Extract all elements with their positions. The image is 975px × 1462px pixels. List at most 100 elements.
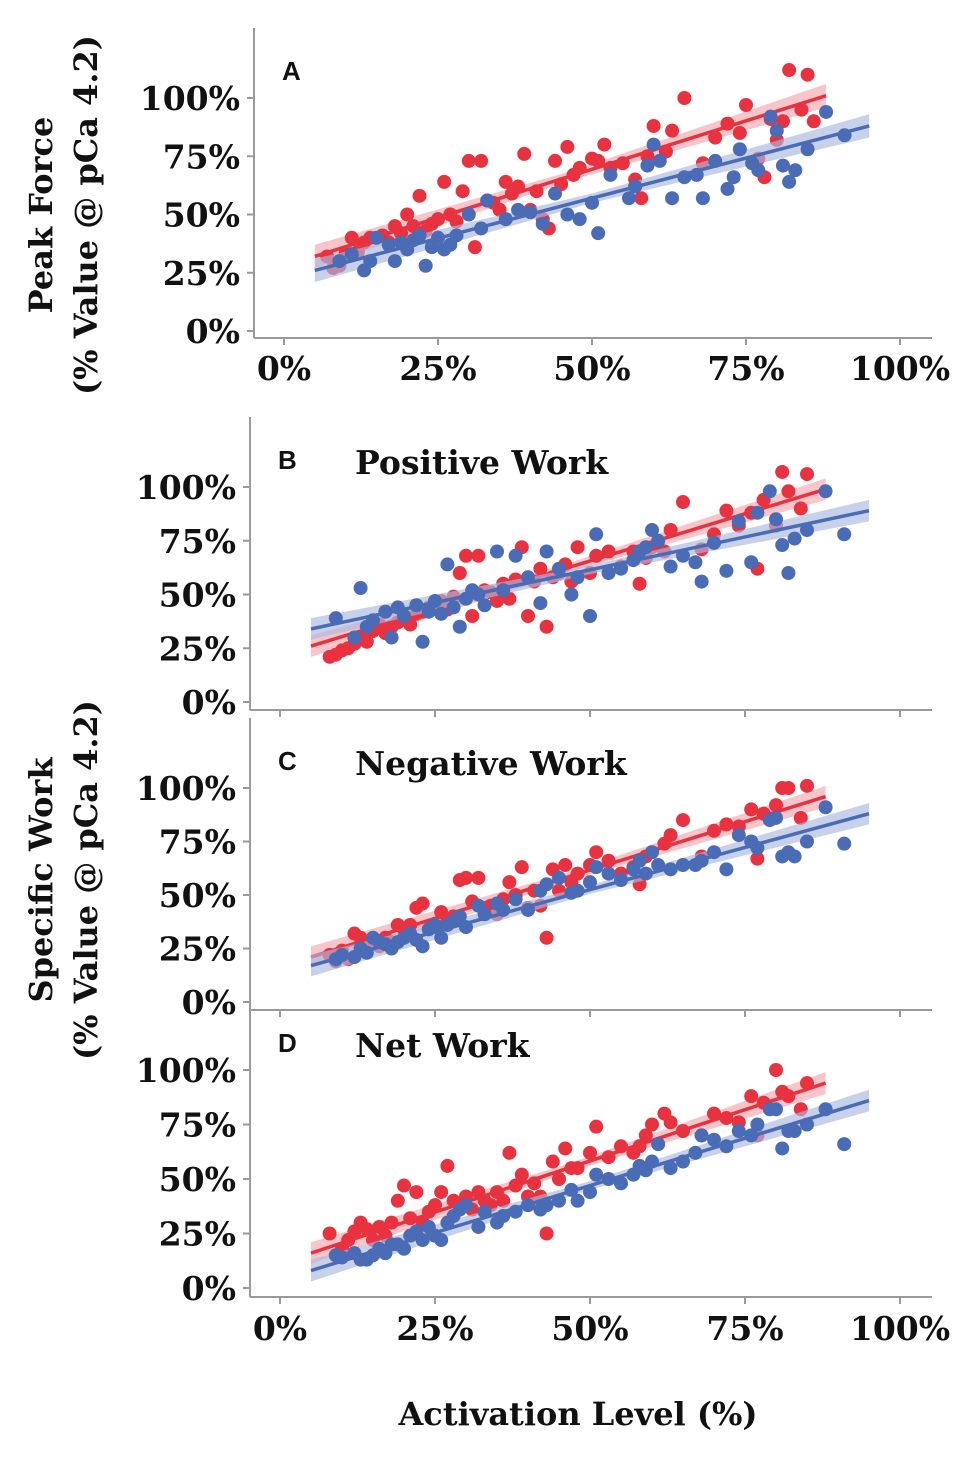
point-red — [665, 123, 680, 138]
point-blue — [585, 195, 599, 210]
point-red — [409, 1185, 424, 1200]
point-blue — [560, 207, 575, 222]
point-blue — [652, 153, 667, 168]
point-blue — [508, 1204, 523, 1219]
point-blue — [719, 563, 734, 578]
point-blue — [665, 191, 680, 206]
point-red — [539, 619, 554, 634]
x-tick-label: 0% — [253, 1309, 307, 1348]
point-red — [560, 139, 575, 154]
point-blue — [415, 634, 430, 649]
point-blue — [589, 860, 604, 875]
point-red — [707, 823, 721, 838]
point-blue — [775, 1141, 790, 1156]
point-red — [527, 1176, 542, 1191]
point-blue — [688, 1145, 703, 1160]
point-blue — [663, 1161, 678, 1176]
point-blue — [570, 1193, 585, 1208]
point-blue — [601, 566, 616, 580]
point-red — [467, 240, 482, 255]
point-red — [359, 1222, 374, 1237]
point-red — [744, 802, 759, 817]
point-red — [465, 609, 480, 623]
point-red — [496, 1193, 511, 1208]
point-blue — [328, 611, 343, 626]
y-tick-label: 0% — [182, 983, 236, 1022]
point-blue — [708, 153, 723, 168]
point-red — [471, 870, 486, 885]
point-blue — [781, 566, 796, 580]
point-blue — [539, 877, 554, 892]
point-blue — [769, 123, 784, 138]
ylabel-bottom: Specific Work (% Value @ pCa 4.2) — [22, 700, 105, 1060]
x-tick-label: 100% — [850, 349, 950, 388]
point-blue — [663, 559, 678, 574]
point-blue — [381, 237, 396, 252]
point-blue — [744, 1128, 759, 1143]
point-blue — [498, 212, 513, 227]
point-red — [806, 114, 821, 129]
point-blue — [583, 875, 597, 890]
point-blue — [818, 800, 833, 815]
point-blue — [645, 845, 659, 860]
point-blue — [511, 202, 526, 217]
point-blue — [570, 883, 585, 898]
point-blue — [459, 920, 473, 935]
ylabel-bottom-line2: (% Value @ pCa 4.2) — [67, 700, 105, 1060]
point-blue — [552, 561, 566, 576]
point-blue — [564, 1182, 579, 1197]
point-red — [412, 188, 427, 203]
point-red — [615, 156, 630, 171]
point-red — [800, 467, 814, 482]
point-red — [719, 817, 734, 832]
point-red — [794, 102, 809, 117]
point-blue — [366, 613, 380, 628]
point-blue — [614, 1176, 628, 1191]
point-blue — [694, 1128, 709, 1143]
point-blue — [434, 606, 449, 621]
point-blue — [353, 581, 368, 596]
point-red — [638, 1128, 653, 1143]
point-red — [539, 1226, 554, 1241]
point-blue — [837, 128, 852, 143]
point-blue — [818, 1102, 833, 1117]
x-tick-label: 50% — [553, 349, 630, 388]
point-red — [782, 63, 797, 78]
point-red — [591, 153, 606, 168]
point-blue — [646, 137, 661, 152]
y-tick-label: 25% — [163, 254, 240, 293]
point-blue — [645, 523, 659, 537]
point-blue — [689, 167, 704, 182]
point-red — [677, 91, 692, 105]
point-red — [400, 207, 415, 222]
point-blue — [523, 205, 538, 220]
y-tick-label: 25% — [159, 1215, 236, 1254]
x-tick-label: 75% — [707, 349, 784, 388]
point-blue — [762, 484, 777, 499]
point-red — [781, 781, 796, 795]
point-blue — [694, 853, 709, 868]
point-red — [739, 97, 753, 112]
point-blue — [335, 947, 349, 962]
point-blue — [589, 527, 604, 542]
point-blue — [378, 604, 393, 619]
point-blue — [539, 544, 554, 559]
point-red — [502, 1145, 517, 1160]
point-blue — [418, 258, 433, 273]
point-blue — [335, 1250, 349, 1265]
ylabel-top-line1: Peak Force — [22, 117, 60, 314]
ylabel-top-line2: (% Value @ pCa 4.2) — [67, 35, 105, 395]
point-blue — [384, 630, 399, 645]
point-blue — [614, 873, 628, 888]
point-blue — [477, 1204, 492, 1219]
point-blue — [387, 254, 402, 269]
point-blue — [775, 158, 790, 173]
point-red — [539, 930, 554, 945]
point-red — [750, 851, 765, 866]
point-red — [431, 212, 445, 227]
point-blue — [800, 1117, 814, 1132]
panel-title: Net Work — [355, 1026, 531, 1065]
point-red — [502, 875, 517, 890]
point-blue — [564, 587, 579, 602]
